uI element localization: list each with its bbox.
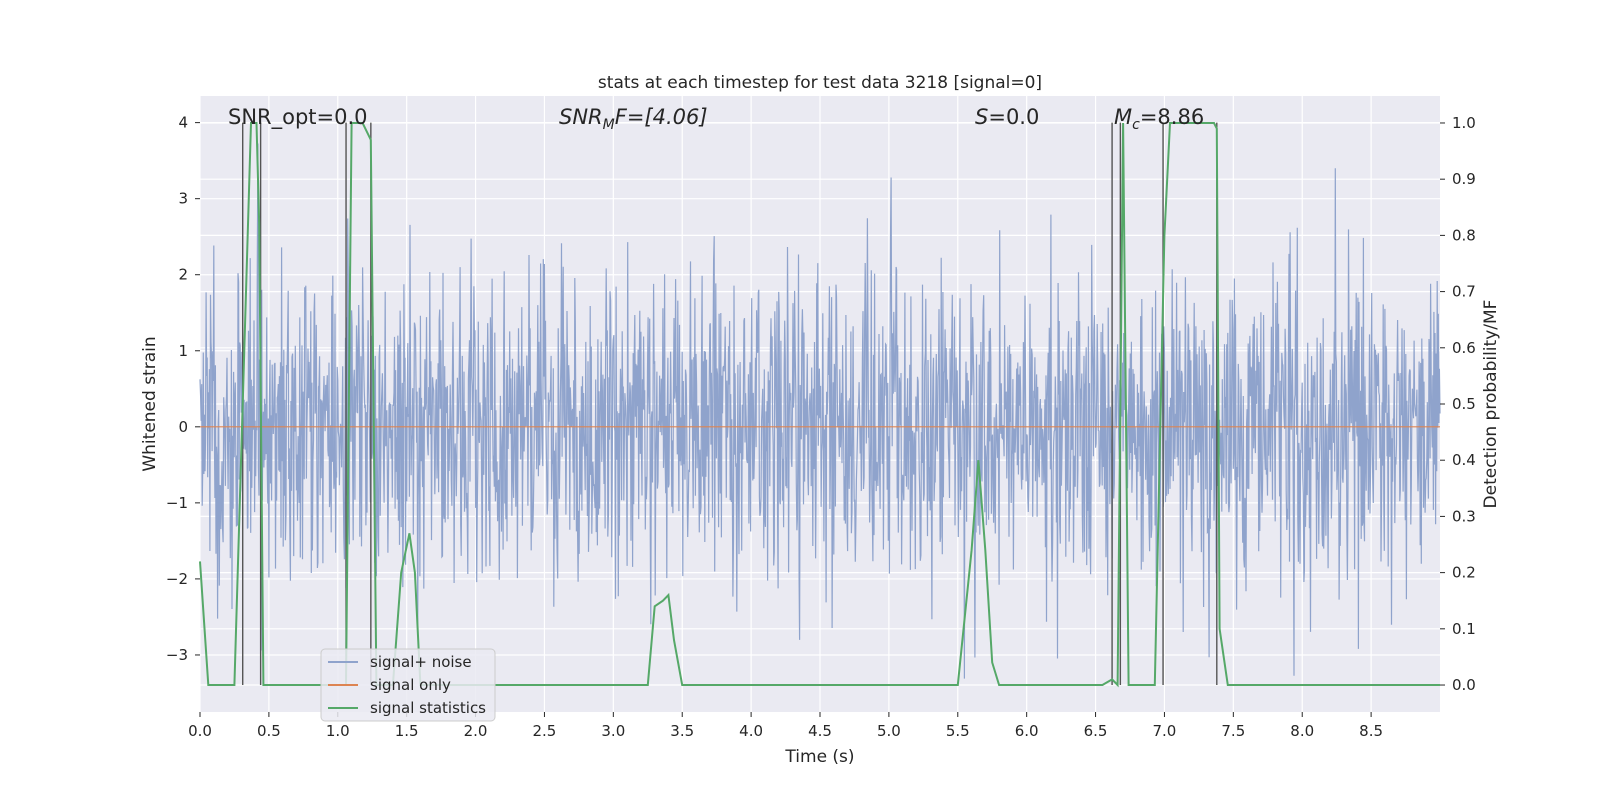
y-axis-ticks: −3 −2 −1 0 1 2 3 4 bbox=[166, 114, 200, 664]
annotation-s: S=0.0 bbox=[975, 105, 1039, 129]
x-tick-label: 8.5 bbox=[1359, 722, 1383, 740]
x-tick-label: 3.5 bbox=[670, 722, 694, 740]
x-tick-label: 6.0 bbox=[1015, 722, 1039, 740]
y-tick-label: 2 bbox=[178, 266, 188, 284]
y2-tick-label: 0.0 bbox=[1452, 676, 1476, 694]
legend-label-signal-noise: signal+ noise bbox=[370, 653, 472, 671]
y2-tick-label: 0.3 bbox=[1452, 507, 1476, 525]
y-tick-label: 4 bbox=[178, 114, 188, 132]
y2-tick-label: 0.8 bbox=[1452, 226, 1476, 244]
x-tick-label: 6.5 bbox=[1084, 722, 1108, 740]
annotation-mc-main: M bbox=[1114, 105, 1132, 129]
chart-title: stats at each timestep for test data 321… bbox=[598, 73, 1042, 93]
x-tick-label: 1.0 bbox=[326, 722, 350, 740]
x-tick-label: 4.0 bbox=[739, 722, 763, 740]
annotation-snr-mf-rest: F=[4.06] bbox=[615, 105, 708, 129]
y-tick-label: 3 bbox=[178, 190, 188, 208]
annotation-snr-mf-sub: M bbox=[603, 117, 615, 133]
y2-tick-label: 0.2 bbox=[1452, 564, 1476, 582]
y2-axis-ticks: 0.0 0.1 0.2 0.3 0.4 0.5 0.6 0.7 0.8 0.9 1.0 bbox=[1440, 114, 1476, 694]
x-tick-label: 2.0 bbox=[464, 722, 488, 740]
x-tick-label: 2.5 bbox=[533, 722, 557, 740]
annotation-snr-mf: SNRMF=[4.06] bbox=[559, 105, 708, 133]
x-tick-label: 4.5 bbox=[808, 722, 832, 740]
x-tick-label: 0.5 bbox=[257, 722, 281, 740]
y2-tick-label: 0.7 bbox=[1452, 283, 1476, 301]
legend-label-signal-statistics: signal statistics bbox=[370, 699, 486, 717]
y2-axis-label: Detection probability/MF bbox=[1481, 300, 1501, 509]
annotation-mc: Mc=8.86 bbox=[1114, 105, 1204, 133]
y-tick-label: −2 bbox=[166, 570, 188, 588]
x-tick-label: 0.0 bbox=[188, 722, 212, 740]
y-tick-label: 1 bbox=[178, 342, 188, 360]
y-tick-label: 0 bbox=[178, 418, 188, 436]
y-tick-label: −1 bbox=[166, 494, 188, 512]
legend-label-signal-only: signal only bbox=[370, 676, 451, 694]
y-tick-label: −3 bbox=[166, 646, 188, 664]
y2-tick-label: 1.0 bbox=[1452, 114, 1476, 132]
x-tick-label: 5.5 bbox=[946, 722, 970, 740]
signal-noise-line bbox=[199, 143, 1441, 679]
y2-tick-label: 0.6 bbox=[1452, 339, 1476, 357]
annotation-snr-opt: SNR_opt=0.0 bbox=[228, 105, 368, 130]
x-tick-label: 1.5 bbox=[395, 722, 419, 740]
signal-noise-series bbox=[199, 143, 1441, 679]
annotation-mc-sub: c bbox=[1132, 117, 1140, 133]
annotation-s-main: S bbox=[975, 105, 988, 129]
signal-statistics-series bbox=[199, 122, 1440, 688]
annotation-snr-mf-main: SNR bbox=[559, 105, 603, 129]
annotation-mc-rest: =8.86 bbox=[1140, 105, 1204, 129]
x-tick-label: 5.0 bbox=[877, 722, 901, 740]
x-tick-label: 8.0 bbox=[1290, 722, 1314, 740]
x-axis-label: Time (s) bbox=[784, 747, 854, 767]
x-tick-label: 3.0 bbox=[601, 722, 625, 740]
y2-tick-label: 0.1 bbox=[1452, 620, 1476, 638]
legend-box bbox=[320, 648, 496, 722]
y2-tick-label: 0.9 bbox=[1452, 170, 1476, 188]
x-tick-label: 7.5 bbox=[1221, 722, 1245, 740]
signal-statistics-line bbox=[199, 122, 1440, 688]
x-axis-ticks: 0.0 0.5 1.0 1.5 2.0 2.5 3.0 3.5 4.0 4.5 5.0 5.5 6.0 6… bbox=[188, 712, 1383, 740]
x-tick-label: 7.0 bbox=[1153, 722, 1177, 740]
y2-tick-label: 0.4 bbox=[1452, 451, 1476, 469]
legend: signal+ noise signal only signal statist… bbox=[320, 648, 496, 722]
annotation-s-rest: =0.0 bbox=[988, 105, 1039, 129]
y2-tick-label: 0.5 bbox=[1452, 395, 1476, 413]
y-axis-label: Whitened strain bbox=[140, 336, 160, 471]
